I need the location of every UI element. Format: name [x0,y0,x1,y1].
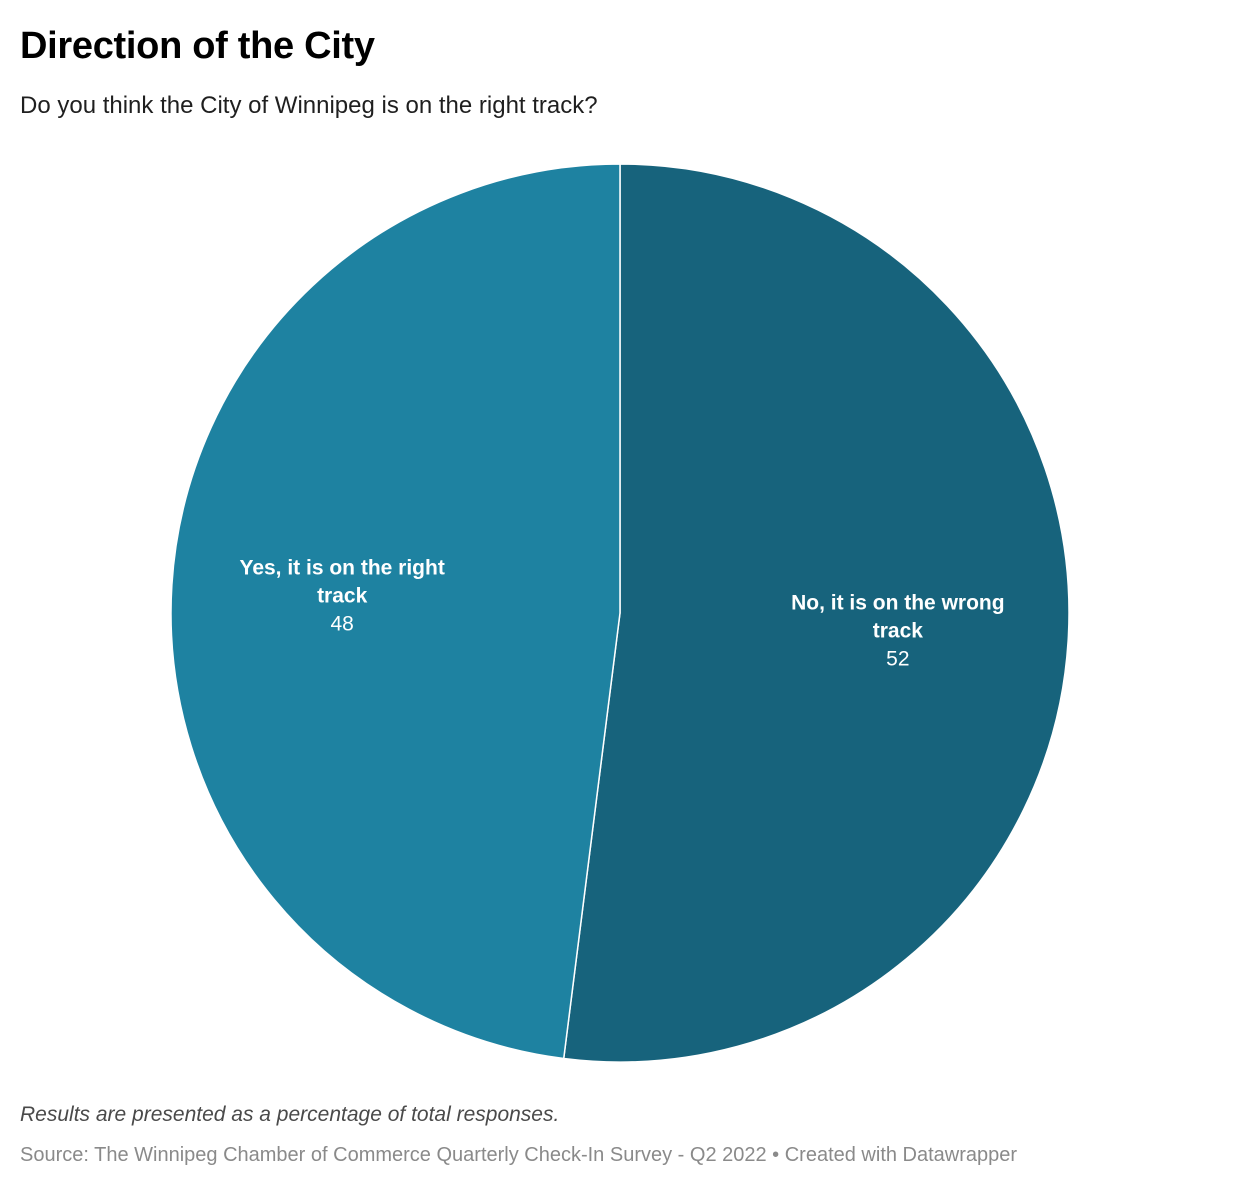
slice-label-name-line: Yes, it is on the right [239,557,444,580]
pie-slice-1 [170,163,621,1060]
slice-label-0: No, it is on the wrong track 52 [791,591,1005,670]
slice-value-label: 52 [886,647,909,670]
slice-label-name-line: track [317,585,368,608]
pie-labels: No, it is on the wrong track 52 Yes, it is … [239,557,1004,671]
chart-note: Results are presented as a percentage of… [20,1103,560,1126]
slice-label-name-line: track [873,619,924,642]
pie-slice-0 [562,163,1070,1063]
slice-label-name-line: No, it is on the wrong [791,591,1005,614]
slice-value-label: 48 [330,613,353,636]
slice-label-1: Yes, it is on the right track 48 [239,557,444,636]
chart-title: Direction of the City [20,25,375,67]
chart-subtitle: Do you think the City of Winnipeg is on … [20,92,598,119]
pie-slices [170,163,1070,1063]
chart-source: Source: The Winnipeg Chamber of Commerce… [20,1144,1018,1166]
